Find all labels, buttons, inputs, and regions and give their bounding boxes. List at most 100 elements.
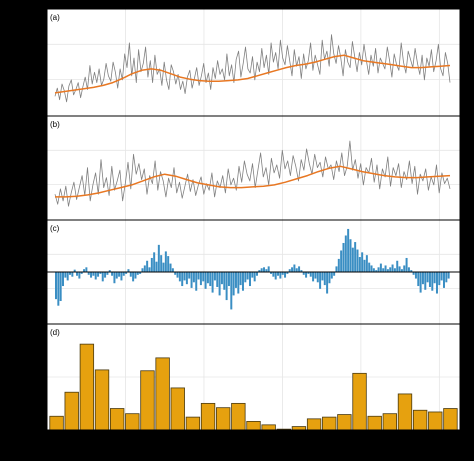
bar [232,272,235,296]
bar [363,259,366,272]
bar [403,265,406,272]
bar [248,272,251,287]
bar [164,251,167,272]
bar [428,272,431,287]
bar [125,272,128,274]
bar [192,272,195,283]
bar [160,255,163,272]
bar [199,272,202,286]
bar [209,272,212,287]
bar [87,272,90,275]
bar [190,272,193,288]
plot-area [47,9,460,116]
bar [309,272,312,277]
bar [253,272,256,282]
bar [251,272,254,278]
bar [218,272,221,296]
bar [267,266,270,272]
panel-label: (c) [50,224,60,233]
bar [155,357,170,431]
bar [49,415,64,431]
bar [62,272,64,287]
chart-panel-3: (c) [43,219,461,325]
bar [239,272,242,286]
bar [361,252,364,272]
bar [400,269,403,272]
bar [302,272,305,275]
bar [150,257,153,272]
bar [440,272,443,281]
bar [445,272,448,283]
bar [118,272,121,277]
bar [157,244,160,272]
bar [368,262,371,272]
bar [197,272,200,280]
bar [407,267,410,272]
bar [125,413,140,431]
series-line-raw [54,140,451,207]
bar [370,265,373,272]
bar [169,263,172,272]
bar [417,272,420,287]
bar [55,272,57,300]
bar [279,272,282,279]
bar [109,408,125,431]
bar [428,411,443,431]
bar [365,255,368,272]
bar [344,235,347,272]
bar [90,272,93,278]
series-line-raw [54,34,451,103]
bar [140,370,155,431]
bar [410,270,413,272]
bar [241,272,244,291]
bar [206,272,209,284]
panel-label: (d) [50,328,60,337]
chart-panel-1: (a) [43,8,461,117]
bar [216,407,231,431]
bar [431,272,434,291]
plot-area [47,116,460,220]
bar [284,272,287,278]
bar [122,272,125,276]
bar [354,242,357,272]
bar [185,272,188,285]
bar [99,272,102,274]
bar [333,272,336,276]
bar [397,393,413,431]
bar [170,387,185,431]
bar [204,272,207,289]
bar [281,272,284,275]
bar [64,391,79,431]
bar [306,418,322,431]
bar [326,272,329,294]
bar [73,269,76,272]
bar [322,416,337,431]
bar [106,272,109,275]
bar [426,272,429,283]
bar [200,402,216,431]
bar [442,272,445,288]
bar [59,272,62,302]
bar [148,267,151,272]
bar [298,266,301,272]
bar [335,266,338,272]
bar [386,269,389,272]
bar [272,272,275,277]
bar [134,272,137,279]
bar [379,263,382,272]
bar [305,272,308,278]
bar [323,272,326,286]
bar [69,272,72,275]
bar [231,402,246,431]
bar [132,272,135,282]
bar [356,249,359,272]
bar [433,272,436,284]
bar [258,270,261,272]
bar [94,272,97,280]
bar [274,272,277,280]
bar [286,272,289,274]
bar [270,272,273,274]
bar [220,272,223,285]
bar [351,247,354,272]
